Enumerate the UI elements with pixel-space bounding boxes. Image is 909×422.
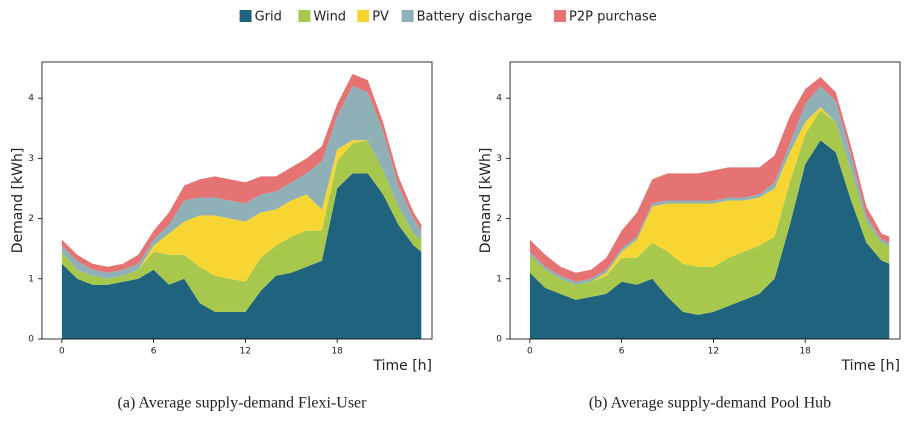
legend-label: P2P purchase [569,10,657,25]
area [61,86,422,279]
legend-label: Grid [255,10,282,25]
area [61,140,422,312]
area [529,140,890,339]
x-axis-label: Time [h] [840,358,900,374]
caption: (b) Average supply-demand Pool Hub [589,395,831,412]
legend-swatch [298,10,311,22]
legend-swatch [554,10,566,22]
x-tick-label: 18 [799,347,811,357]
x-tick-label: 6 [619,347,625,357]
area [529,107,890,285]
x-tick-label: 0 [527,347,533,357]
y-tick-label: 0 [28,335,34,345]
x-tick-label: 12 [708,347,719,357]
area [61,173,422,339]
y-tick-label: 2 [496,214,502,224]
y-tick-label: 1 [496,274,502,284]
y-tick-label: 3 [496,154,502,164]
legend-swatch [239,10,252,22]
y-axis-label: Demand [kWh] [478,148,494,254]
legend-label: Battery discharge [417,10,533,25]
y-tick-label: 4 [28,94,34,104]
area [61,140,422,282]
axes-frame [41,61,433,340]
y-tick-label: 0 [496,335,502,345]
y-tick-label: 4 [496,94,502,104]
area [61,74,422,273]
area [529,110,890,315]
legend-label: Wind [313,10,346,25]
caption: (a) Average supply-demand Flexi-User [118,395,368,412]
area [529,77,890,282]
axes-frame [509,61,901,340]
x-tick-label: 12 [240,347,251,357]
y-tick-label: 1 [28,274,34,284]
x-axis-label: Time [h] [372,358,432,374]
y-tick-label: 3 [28,154,34,164]
legend-swatch [401,10,414,22]
x-tick-label: 18 [331,347,343,357]
legend-label: PV [372,10,389,25]
x-tick-label: 0 [59,347,65,357]
x-tick-label: 6 [151,347,157,357]
y-axis-label: Demand [kWh] [10,148,26,254]
legend-swatch [357,10,370,22]
y-tick-label: 2 [28,214,34,224]
